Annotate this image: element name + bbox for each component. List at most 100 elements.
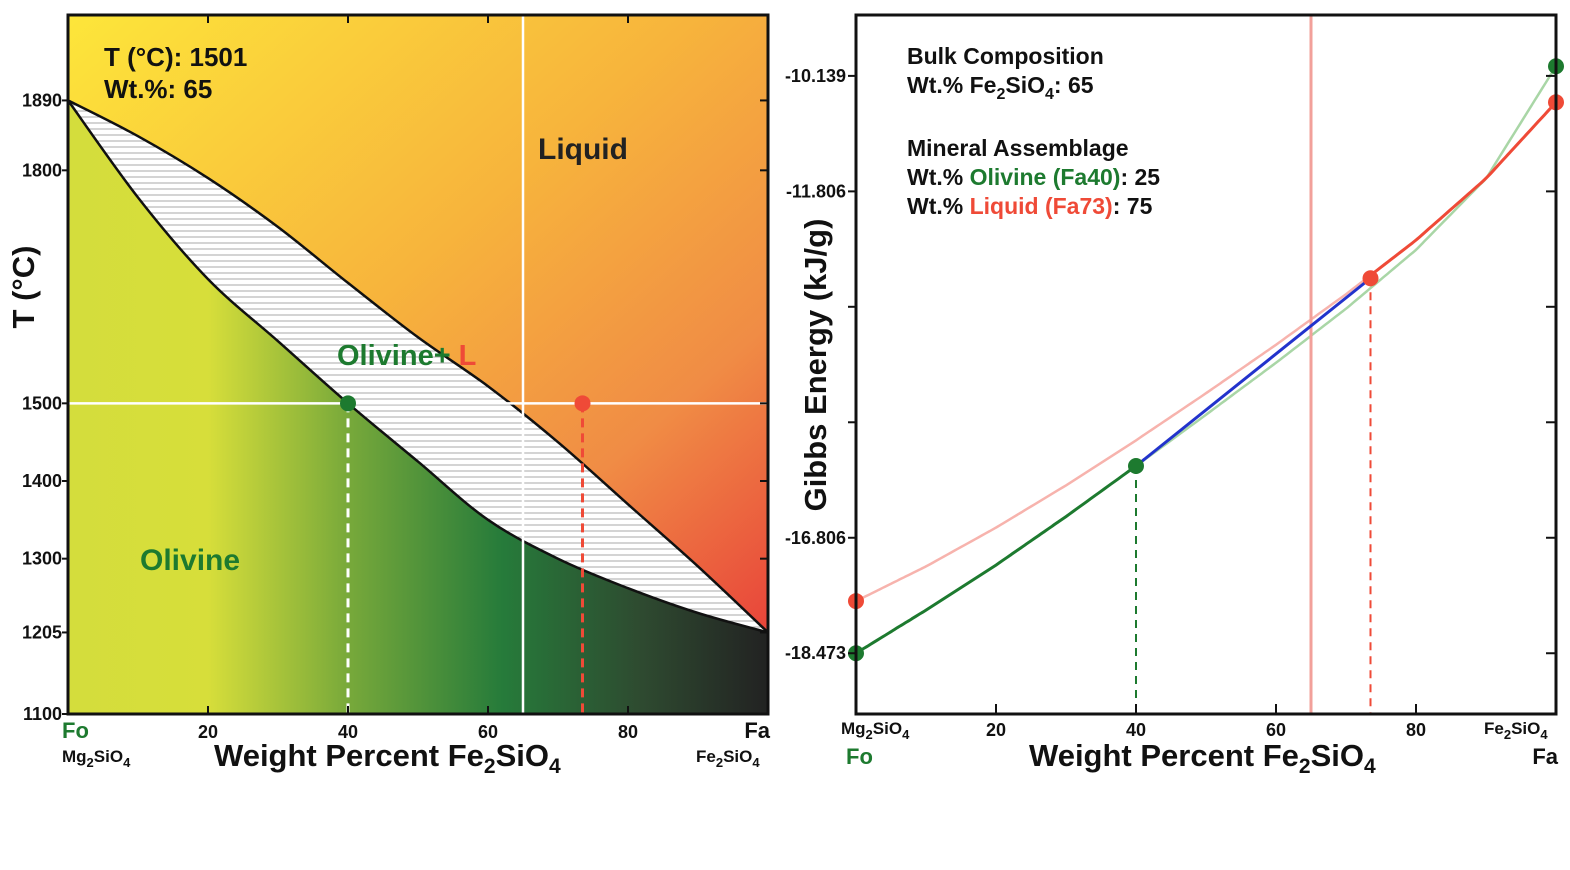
- solidus-curve: [66, 99, 769, 634]
- x-title-mid: SiO: [496, 738, 549, 773]
- right-formula-sub2: 4: [752, 755, 760, 770]
- x-title-sub1: 2: [484, 755, 496, 778]
- y-axis-title: T (°C): [6, 246, 41, 329]
- left-end-formula: Mg2SiO4: [841, 719, 910, 742]
- bulk-composition-title: Bulk Composition: [907, 43, 1104, 69]
- x-tick-label: 60: [1266, 720, 1286, 740]
- x-tick-label: 80: [618, 722, 638, 742]
- right-end-formula: Fe2SiO4: [1484, 719, 1548, 742]
- assemblage-liquid-row: Wt.% Liquid (Fa73): 75: [907, 193, 1153, 219]
- two-phase-plus: +: [434, 340, 451, 372]
- x-tick-label: 60: [478, 722, 498, 742]
- left-end-symbol: Fo: [846, 744, 873, 769]
- right-formula-base: Fe: [696, 747, 716, 766]
- right-formula-mid: SiO: [1511, 719, 1540, 738]
- phase-boundaries: [66, 99, 769, 634]
- liquid-point: [574, 395, 591, 412]
- x-title-mid: SiO: [1311, 738, 1364, 773]
- right-formula-base: Fe: [1484, 719, 1504, 738]
- y-axis-ticks: -10.139 -11.806 -16.806 -18.473: [785, 66, 1556, 663]
- gibbs-curves: [855, 65, 1558, 655]
- left-formula-sub1: 2: [87, 755, 94, 770]
- olivine-field: [68, 100, 768, 714]
- y-tick-label: 1890: [22, 90, 62, 110]
- bulk-composition-value: Wt.% Fe2SiO4: 65: [907, 72, 1094, 103]
- x-tick-label: 20: [986, 720, 1006, 740]
- wt-percent-readout: Wt.%: 65: [104, 74, 212, 104]
- temperature-readout: T (°C): 1501: [104, 42, 247, 72]
- assemblage-title: Mineral Assemblage: [907, 135, 1129, 161]
- olivine-row-phase: Olivine (Fa40): [970, 164, 1121, 190]
- olivine-point: [1128, 457, 1144, 474]
- olivine-stable-segment: [855, 464, 1137, 655]
- left-formula-sub2: 4: [902, 727, 910, 742]
- y-tick-label: 1500: [22, 393, 62, 413]
- right-end-symbol: Fa: [1532, 744, 1558, 769]
- right-end-formula: Fe2SiO4: [696, 747, 760, 770]
- liquid-region-label: Liquid: [538, 133, 628, 166]
- left-formula-base: Mg: [841, 719, 866, 738]
- y-tick-label: -11.806: [786, 181, 846, 201]
- liquid-row-pre: Wt.%: [907, 193, 970, 219]
- liquid-row-value: : 75: [1113, 193, 1153, 219]
- gibbs-diagram: -10.139 -11.806 -16.806 -18.473 20 40 60 80 Bu…: [785, 13, 1564, 778]
- y-tick-label: -18.473: [785, 643, 846, 663]
- olivine-point: [340, 395, 356, 412]
- liquid-row-phase: Liquid (Fa73): [970, 193, 1113, 219]
- y-tick-label: -10.139: [785, 66, 846, 86]
- phase-diagram: 1890 1800 1500 1400 1300 1205 1100 20 40 60 80 T …: [6, 13, 771, 778]
- bulk-sub1: 2: [996, 86, 1005, 103]
- bulk-value: : 65: [1054, 72, 1094, 98]
- bulk-pre: Wt.% Fe: [907, 72, 996, 98]
- two-phase-l: L: [459, 340, 477, 372]
- left-formula-sub1: 2: [866, 727, 873, 742]
- plot-frame: [854, 13, 1558, 716]
- bulk-sub2: 4: [1045, 86, 1054, 103]
- y-tick-label: 1100: [23, 704, 62, 724]
- right-formula-mid: SiO: [723, 747, 752, 766]
- right-end-symbol: Fa: [744, 718, 770, 743]
- y-axis-title: Gibbs Energy (kJ/g): [798, 219, 833, 512]
- two-phase-olivine: Olivine: [337, 340, 434, 372]
- y-tick-label: 1400: [22, 471, 62, 491]
- x-title-sub2: 4: [549, 755, 561, 778]
- x-title-sub1: 2: [1299, 755, 1311, 778]
- left-end-formula: Mg2SiO4: [62, 747, 131, 770]
- x-tick-label: 20: [198, 722, 218, 742]
- y-tick-label: 1205: [22, 622, 62, 642]
- right-formula-sub1: 2: [716, 755, 723, 770]
- composition-drop-lines: [346, 403, 584, 714]
- left-formula-mid: SiO: [94, 747, 123, 766]
- left-formula-base: Mg: [62, 747, 87, 766]
- y-tick-label: 1300: [22, 549, 62, 569]
- x-axis-title: Weight Percent Fe2SiO4: [1029, 738, 1376, 778]
- y-tick-label: 1800: [22, 160, 62, 180]
- olivine-region-label: Olivine: [140, 544, 240, 577]
- right-formula-sub1: 2: [1504, 727, 1511, 742]
- y-axis-ticks: 1890 1800 1500 1400 1300 1205 1100: [22, 90, 768, 724]
- liquidus-curve: [67, 99, 769, 634]
- y-tick-label: -16.806: [785, 528, 846, 548]
- left-end-symbol: Fo: [62, 718, 89, 743]
- olivine-liquid-field: [68, 100, 768, 633]
- x-tick-label: 40: [1126, 720, 1146, 740]
- x-tick-label: 40: [338, 722, 358, 742]
- x-axis-ticks: 20 40 60 80: [986, 704, 1426, 740]
- bulk-mid: SiO: [1005, 72, 1045, 98]
- liquid-field: [68, 15, 768, 633]
- liquid-point: [1362, 270, 1379, 287]
- left-formula-sub2: 4: [123, 755, 131, 770]
- x-title-sub2: 4: [1364, 755, 1376, 778]
- x-title-pre: Weight Percent Fe: [1029, 738, 1299, 773]
- liquid-stable-segment: [1369, 105, 1554, 277]
- left-formula-mid: SiO: [873, 719, 902, 738]
- x-title-pre: Weight Percent Fe: [214, 738, 484, 773]
- x-axis-ticks: 20 40 60 80: [198, 15, 638, 742]
- plot-frame: [66, 13, 770, 716]
- assemblage-olivine-row: Wt.% Olivine (Fa40): 25: [907, 164, 1160, 190]
- right-formula-sub2: 4: [1540, 727, 1548, 742]
- olivine-row-pre: Wt.%: [907, 164, 970, 190]
- x-axis-title: Weight Percent Fe2SiO4: [214, 738, 561, 778]
- phase-points: [340, 395, 591, 412]
